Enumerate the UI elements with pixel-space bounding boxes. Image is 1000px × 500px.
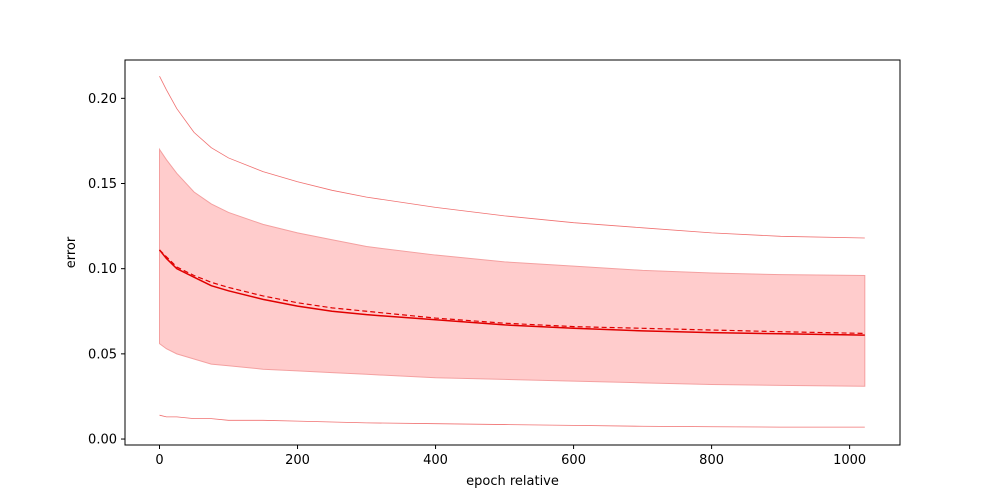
y-axis-label: error	[64, 236, 79, 268]
series-line-median	[159, 249, 865, 335]
series-line-min	[159, 414, 865, 428]
band-layer	[159, 147, 866, 387]
x-tick-label: 1000	[833, 453, 866, 468]
series-layer	[158, 75, 865, 428]
y-tick-label: 0.15	[88, 177, 117, 192]
y-tick-label: 0.00	[88, 433, 117, 448]
x-tick-label: 200	[285, 453, 310, 468]
x-axis-label: epoch relative	[466, 474, 559, 489]
band-std-area	[159, 147, 866, 387]
x-axis-ticks: 0 200 400 600 800 1000	[155, 445, 866, 468]
x-tick-label: 400	[423, 453, 448, 468]
y-axis-ticks: 0.00 0.05 0.10 0.15 0.20	[88, 92, 125, 448]
y-tick-label: 0.20	[88, 92, 117, 107]
x-tick-label: 0	[155, 453, 163, 468]
series-line-mean	[158, 249, 865, 336]
x-tick-label: 800	[699, 453, 724, 468]
plot-frame	[124, 59, 901, 446]
y-tick-label: 0.10	[88, 262, 117, 277]
series-line-max	[159, 75, 865, 239]
y-tick-label: 0.05	[88, 347, 117, 362]
x-tick-label: 600	[561, 453, 586, 468]
